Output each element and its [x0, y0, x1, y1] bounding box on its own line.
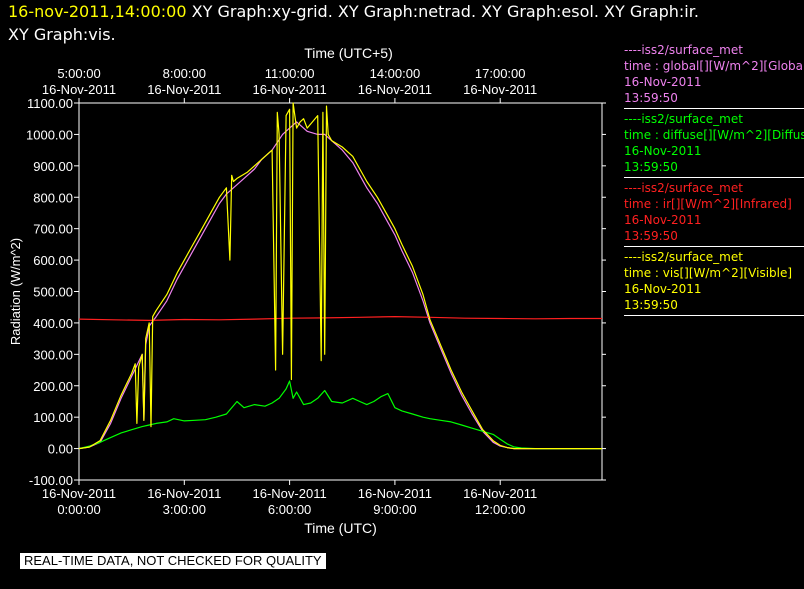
legend-time: 13:59:50	[624, 91, 678, 105]
y-tick-label: 100.00	[33, 410, 73, 425]
y-tick-label: 500.00	[33, 285, 73, 300]
y-tick-label: 300.00	[33, 347, 73, 362]
x-tick-date: 16-Nov-2011	[463, 486, 537, 501]
legend-entry-global[interactable]: ----iss2/surface_met time : global[][W/m…	[624, 42, 804, 106]
graph-list-continued[interactable]: XY Graph:vis.	[8, 25, 116, 44]
y-tick-label: 900.00	[33, 159, 73, 174]
series-line-vis	[78, 102, 602, 450]
timestamp: 16-nov-2011,14:00:00	[8, 2, 187, 21]
series-line-ir	[78, 316, 602, 321]
x-axis-label: Time (UTC)	[304, 520, 377, 536]
legend-date: 16-Nov-2011	[624, 213, 702, 227]
x-tick-time: 0:00:00	[57, 502, 100, 517]
legend-divider	[624, 315, 804, 316]
top-tick-time: 17:00:00	[475, 66, 526, 81]
x-tick-date: 16-Nov-2011	[253, 486, 327, 501]
legend-source: ----iss2/surface_met	[624, 250, 743, 264]
legend-date: 16-Nov-2011	[624, 144, 702, 158]
legend-time: 13:59:50	[624, 229, 678, 243]
x-tick-date: 16-Nov-2011	[42, 486, 116, 501]
legend-variable: time : diffuse[][W/m^2][Diffuse	[624, 128, 804, 142]
legend-date: 16-Nov-2011	[624, 75, 702, 89]
x-tick-date: 16-Nov-2011	[147, 486, 221, 501]
top-tick-time: 14:00:00	[370, 66, 421, 81]
legend-divider	[624, 177, 804, 178]
legend-time: 13:59:50	[624, 160, 678, 174]
y-tick-label: 1000.00	[26, 127, 73, 142]
y-tick-label: 700.00	[33, 222, 73, 237]
legend-time: 13:59:50	[624, 298, 678, 312]
top-tick-date: 16-Nov-2011	[147, 82, 221, 97]
legend-source: ----iss2/surface_met	[624, 43, 743, 57]
x-tick-time: 9:00:00	[373, 502, 416, 517]
legend-variable: time : vis[][W/m^2][Visible]	[624, 266, 793, 280]
graph-list[interactable]: XY Graph:xy-grid. XY Graph:netrad. XY Gr…	[191, 2, 699, 21]
x-tick-date: 16-Nov-2011	[358, 486, 432, 501]
legend-date: 16-Nov-2011	[624, 282, 702, 296]
title-line-2: XY Graph:vis.	[8, 25, 116, 44]
y-axis-label: Radiation (W/m^2)	[8, 238, 23, 345]
y-tick-label: 800.00	[33, 190, 73, 205]
y-tick-label: 0.00	[48, 442, 73, 457]
legend-entry-diffuse[interactable]: ----iss2/surface_met time : diffuse[][W/…	[624, 111, 804, 175]
top-tick-date: 16-Nov-2011	[463, 82, 537, 97]
series-line-global	[78, 121, 602, 450]
x-tick-time: 6:00:00	[268, 502, 311, 517]
legend-variable: time : global[][W/m^2][Global	[624, 59, 804, 73]
y-tick-label: 400.00	[33, 316, 73, 331]
y-tick-label: -100.00	[29, 473, 73, 488]
top-tick-time: 8:00:00	[163, 66, 206, 81]
top-tick-date: 16-Nov-2011	[358, 82, 432, 97]
series-line-diffuse	[78, 380, 602, 450]
y-tick-label: 200.00	[33, 379, 73, 394]
legend: ----iss2/surface_met time : global[][W/m…	[624, 42, 804, 318]
y-tick-label: 600.00	[33, 253, 73, 268]
legend-divider	[624, 108, 804, 109]
legend-variable: time : ir[][W/m^2][Infrared]	[624, 197, 792, 211]
labels-layer: -100.00 0.00 100.00 200.00 300.00 400.00 500.0…	[8, 45, 537, 536]
chart-axes	[74, 98, 606, 485]
legend-source: ----iss2/surface_met	[624, 112, 743, 126]
top-axis-label: Time (UTC+5)	[304, 45, 393, 61]
legend-entry-ir[interactable]: ----iss2/surface_met time : ir[][W/m^2][…	[624, 180, 804, 244]
top-tick-time: 11:00:00	[265, 66, 315, 81]
top-tick-date: 16-Nov-2011	[253, 82, 327, 97]
quality-notice: REAL-TIME DATA, NOT CHECKED FOR QUALITY	[20, 553, 326, 569]
y-tick-label: 1100.00	[27, 96, 73, 111]
title-line-1: 16-nov-2011,14:00:00 XY Graph:xy-grid. X…	[8, 2, 699, 21]
legend-entry-vis[interactable]: ----iss2/surface_met time : vis[][W/m^2]…	[624, 249, 804, 313]
legend-source: ----iss2/surface_met	[624, 181, 743, 195]
top-tick-time: 5:00:00	[57, 66, 100, 81]
x-tick-time: 3:00:00	[163, 502, 206, 517]
series-layer	[78, 102, 602, 450]
x-tick-time: 12:00:00	[475, 502, 526, 517]
top-tick-date: 16-Nov-2011	[42, 82, 116, 97]
legend-divider	[624, 246, 804, 247]
